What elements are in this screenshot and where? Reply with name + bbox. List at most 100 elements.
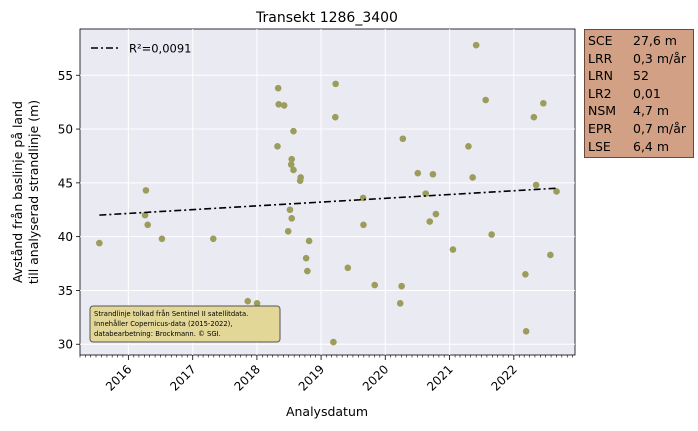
stat-value: 27,6 m: [633, 33, 677, 48]
stat-row-lrn: LRN 52: [588, 67, 693, 85]
data-point: [472, 41, 480, 49]
stat-key: EPR: [588, 120, 613, 136]
data-point: [305, 237, 313, 245]
annotation-line-3: databearbetning: Brockmann. © SGI.: [94, 330, 221, 338]
x-tick-label: 2022: [488, 362, 519, 393]
stat-key: NSM: [588, 103, 617, 119]
data-point: [465, 142, 472, 150]
data-point: [297, 174, 304, 181]
stat-row-epr: EPR 0,7 m/år: [588, 120, 693, 138]
stat-row-nsm: NSM 4,7 m: [588, 102, 693, 120]
y-tick-label: 50: [58, 123, 73, 137]
stat-row-lse: LSE 6,4 m: [588, 138, 693, 156]
data-point: [360, 221, 367, 229]
legend: R²=0,0091: [91, 42, 191, 56]
x-tick-label: 2018: [232, 362, 263, 393]
data-point: [280, 102, 288, 109]
trend-line: [99, 187, 557, 216]
y-axis-label-line-2: till analyserad strandlinje (m): [26, 100, 41, 284]
data-point: [482, 96, 489, 104]
stat-key: LRR: [588, 50, 613, 66]
x-tick-label: 2020: [360, 362, 391, 393]
grid: [80, 29, 575, 355]
stat-row-lrr: LRR 0,3 m/år: [588, 50, 693, 68]
data-point: [522, 328, 530, 335]
data-point: [398, 282, 405, 290]
data-point: [244, 297, 252, 305]
stat-value: 4,7 m: [633, 103, 670, 119]
legend-label: R²=0,0091: [129, 42, 191, 56]
data-point: [532, 181, 540, 189]
data-point: [432, 210, 440, 218]
annotation-background: [89, 305, 281, 343]
data-point: [290, 166, 297, 174]
data-point: [488, 231, 495, 238]
data-point: [96, 239, 103, 247]
y-tick-label: 40: [58, 230, 73, 244]
data-point: [414, 169, 422, 177]
data-point: [426, 218, 434, 225]
data-point: [332, 80, 339, 88]
data-point: [286, 206, 294, 214]
stat-value: 0,3 m/år: [633, 50, 687, 66]
y-tick-label: 45: [58, 176, 73, 190]
data-point: [396, 300, 404, 307]
stat-value: 52: [633, 68, 649, 84]
data-point: [522, 271, 529, 278]
data-point: [158, 235, 166, 243]
data-point: [253, 300, 261, 307]
stat-key: LR2: [588, 85, 612, 101]
annotation-box: Strandlinje tolkad från Sentinel II sate…: [89, 305, 281, 343]
annotation-line-1: Strandlinje tolkad från Sentinel II sate…: [94, 309, 248, 318]
data-point: [332, 113, 339, 121]
data-point: [302, 254, 310, 262]
data-point: [290, 127, 297, 135]
stat-key: SCE: [588, 33, 613, 48]
data-point: [304, 267, 311, 275]
y-tick-label: 30: [58, 338, 73, 352]
x-tick-label: 2016: [103, 362, 134, 393]
annotation-line-2: Innehåller Copernicus-data (2015-2022),: [94, 319, 232, 328]
x-tick-label: 2017: [167, 362, 198, 393]
stat-key: LSE: [588, 138, 611, 154]
data-point: [274, 142, 281, 150]
data-point: [344, 264, 352, 272]
y-axis-label-line-1: Avstånd från baslinje på land: [10, 101, 25, 283]
x-axis-label: Analysdatum: [286, 404, 368, 419]
data-point: [284, 227, 292, 235]
data-point: [399, 135, 407, 143]
data-point: [530, 113, 538, 121]
stat-value: 6,4 m: [633, 138, 670, 154]
data-point: [547, 251, 554, 259]
trend-line-group: [99, 187, 557, 216]
data-point: [209, 235, 217, 243]
data-point: [540, 99, 547, 107]
stat-key: LRN: [588, 68, 613, 84]
data-point: [142, 187, 150, 194]
y-tick-label: 35: [58, 284, 73, 298]
data-point: [429, 170, 437, 178]
chart-title: Transekt 1286_3400: [255, 10, 398, 26]
data-point: [144, 221, 151, 229]
stat-row-lr2: LR2 0,01: [588, 85, 693, 103]
stat-value: 0,01: [633, 85, 661, 101]
data-point: [274, 84, 282, 92]
x-tick-label: 2021: [424, 362, 455, 393]
data-point: [449, 246, 457, 253]
data-point: [371, 281, 379, 289]
data-point: [288, 155, 296, 163]
stat-value: 0,7 m/år: [633, 120, 687, 136]
data-point: [288, 215, 296, 222]
data-point: [330, 338, 337, 346]
statistics-box: SCE 27,6 m LRR 0,3 m/år LRN 52 LR2 0,01 NSM 4…: [584, 29, 694, 158]
data-points: [96, 41, 560, 346]
x-tick-label: 2019: [296, 362, 327, 393]
data-point: [141, 211, 149, 219]
data-point: [469, 174, 476, 181]
data-point: [275, 101, 283, 108]
data-point: [287, 161, 295, 168]
stat-row-sce: SCE 27,6 m: [588, 32, 693, 50]
y-tick-label: 55: [58, 69, 73, 83]
data-point: [553, 188, 560, 195]
